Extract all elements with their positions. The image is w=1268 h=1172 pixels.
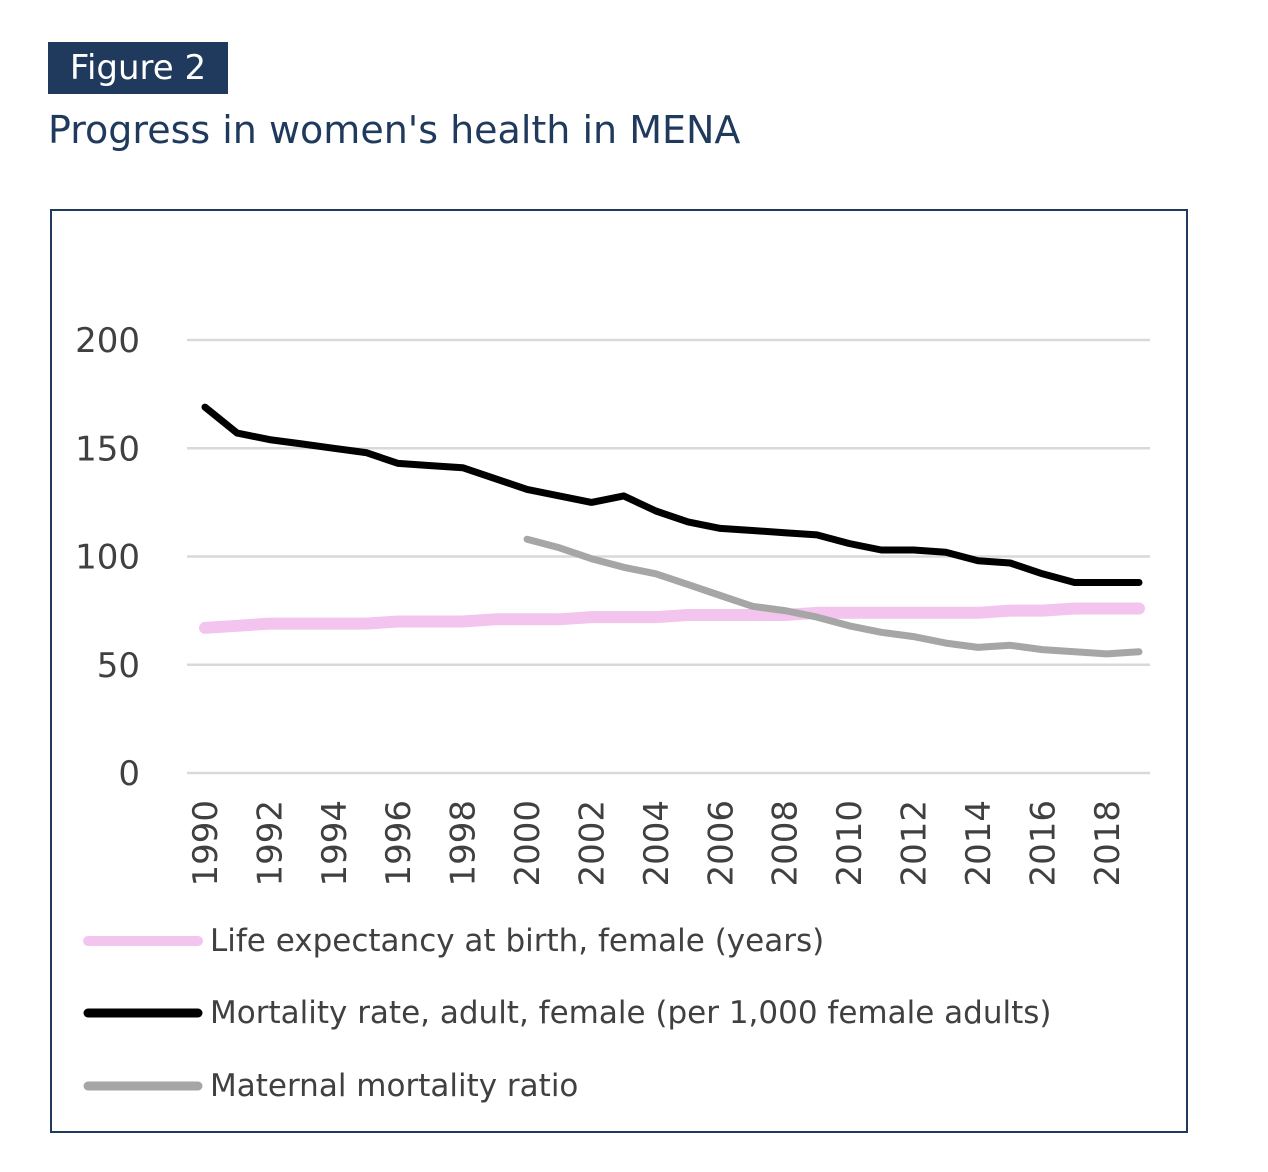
legend-label-2: Mortality rate, adult, female (per 1,000… bbox=[210, 995, 1051, 1031]
x-tick-label: 2014 bbox=[959, 800, 999, 887]
legend-label-1: Life expectancy at birth, female (years) bbox=[210, 923, 824, 959]
x-tick-label: 1996 bbox=[379, 800, 419, 887]
x-tick-label: 2018 bbox=[1088, 800, 1128, 887]
legend-label-3: Maternal mortality ratio bbox=[210, 1068, 578, 1104]
gridlines bbox=[187, 340, 1150, 773]
y-tick-label: 150 bbox=[75, 429, 140, 469]
x-tick-label: 2008 bbox=[766, 800, 806, 887]
y-tick-label: 0 bbox=[118, 754, 140, 794]
x-tick-label: 2004 bbox=[637, 800, 677, 887]
y-tick-label: 100 bbox=[75, 538, 140, 578]
x-tick-label: 1994 bbox=[315, 800, 355, 887]
x-tick-label: 2006 bbox=[701, 800, 741, 887]
x-tick-label: 1990 bbox=[186, 800, 226, 887]
legend: Life expectancy at birth, female (years)… bbox=[88, 923, 1051, 1104]
x-tick-label: 2010 bbox=[830, 800, 870, 887]
x-tick-label: 1998 bbox=[444, 800, 484, 887]
x-tick-label: 2016 bbox=[1023, 800, 1063, 887]
y-tick-label: 50 bbox=[97, 646, 140, 686]
x-tick-label: 1992 bbox=[250, 800, 290, 887]
series-lines bbox=[205, 407, 1139, 654]
line-chart: 0 50 100 150 200 1990 1992 1994 1996 1998 2000 200… bbox=[0, 0, 1268, 1172]
series-line-1 bbox=[205, 609, 1139, 628]
x-axis-ticks: 1990 1992 1994 1996 1998 2000 2002 2004 2006 2008… bbox=[186, 800, 1128, 887]
y-tick-label: 200 bbox=[75, 321, 140, 361]
y-axis-ticks: 0 50 100 150 200 bbox=[75, 321, 140, 794]
x-tick-label: 2002 bbox=[572, 800, 612, 887]
x-tick-label: 2000 bbox=[508, 800, 548, 887]
x-tick-label: 2012 bbox=[895, 800, 935, 887]
